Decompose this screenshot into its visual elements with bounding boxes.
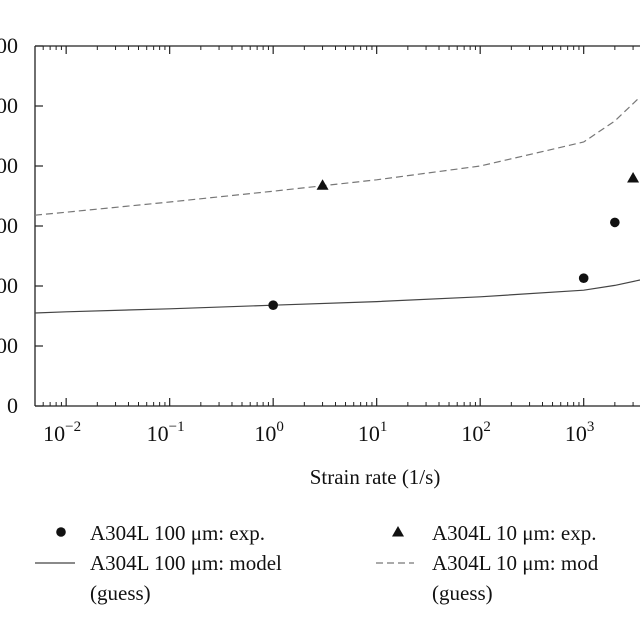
legend-label: A304L 10 μm: exp. <box>432 521 596 545</box>
data-point-100um-exp <box>578 273 589 284</box>
legend-label: (guess) <box>90 581 151 605</box>
x-tick-label: 103 <box>565 419 595 446</box>
legend-label: (guess) <box>432 581 493 605</box>
y-tick-label: 00 <box>0 33 18 58</box>
x-tick-exponent: 0 <box>276 419 284 435</box>
legend: A304L 100 μm: exp. A304L 10 μm: exp. A304L… <box>35 521 599 605</box>
plot-area <box>34 45 640 407</box>
legend-triangle-marker <box>392 526 404 537</box>
x-tick-label: 102 <box>461 419 491 446</box>
y-tick-label: 00 <box>0 93 18 118</box>
y-tick-label: 00 <box>0 273 18 298</box>
data-point-100um-exp <box>268 300 278 311</box>
x-axis-title: Strain rate (1/s) <box>310 465 441 489</box>
legend-label: A304L 10 μm: mod <box>432 551 599 575</box>
legend-label: A304L 100 μm: model <box>90 551 282 575</box>
y-tick-label: 00 <box>0 213 18 238</box>
y-tick-label: 00 <box>0 153 18 178</box>
series-10um-model-line <box>34 96 640 216</box>
data-point-10um-exp <box>627 172 640 183</box>
legend-label: A304L 100 μm: exp. <box>90 521 265 545</box>
x-tick-label: 101 <box>358 419 388 446</box>
data-point-100um-exp <box>610 217 620 228</box>
x-tick-exponent: 1 <box>380 419 388 435</box>
legend-item: A304L 100 μm: model (guess) <box>35 551 282 605</box>
y-tick-label: 0 <box>7 393 18 418</box>
x-tick-exponent: −1 <box>169 419 185 435</box>
x-tick-label: 100 <box>254 419 284 446</box>
x-tick-label: 10−1 <box>147 419 185 446</box>
legend-circle-marker <box>56 527 66 537</box>
legend-item: A304L 100 μm: exp. <box>56 521 265 545</box>
x-axis-ticks: 10−2 10−1 100 101 102 103 <box>34 46 634 446</box>
x-tick-exponent: 3 <box>587 419 595 435</box>
legend-item: A304L 10 μm: exp. <box>392 521 596 545</box>
x-tick-exponent: 2 <box>483 419 491 435</box>
x-tick-exponent: −2 <box>65 419 81 435</box>
data-point-10um-exp <box>316 179 329 190</box>
y-tick-label: 00 <box>0 333 18 358</box>
x-tick-label: 10−2 <box>43 419 81 446</box>
legend-item: A304L 10 μm: mod (guess) <box>376 551 599 605</box>
series-100um-model-line <box>34 279 640 314</box>
